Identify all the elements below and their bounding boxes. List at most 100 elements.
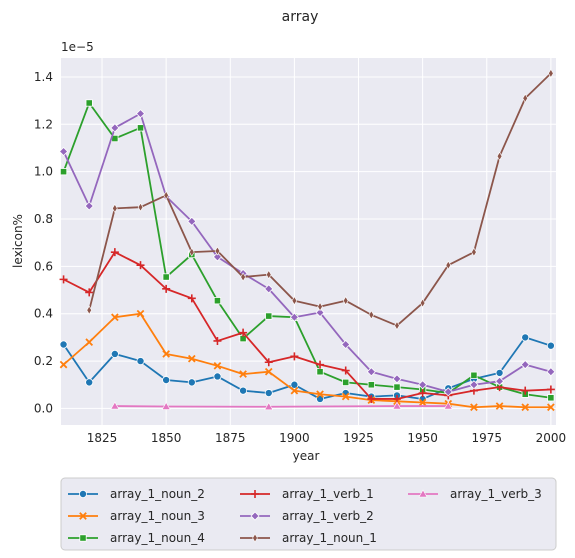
data-point: [251, 490, 259, 498]
data-point: [85, 378, 94, 387]
data-point: [367, 394, 376, 403]
data-point: [187, 216, 197, 226]
series-array_1_verb_1: [59, 248, 555, 403]
data-point: [418, 389, 427, 398]
y-tick-label: 0.4: [34, 307, 53, 321]
data-point: [546, 367, 556, 377]
data-point: [471, 247, 477, 257]
y-tick-label: 0.0: [34, 401, 53, 415]
data-point: [59, 360, 68, 369]
series-line: [62, 312, 551, 409]
x-tick-label: 1875: [215, 431, 246, 445]
data-point: [86, 305, 92, 315]
y-tick-label: 1.0: [34, 165, 53, 179]
data-point: [341, 366, 350, 375]
data-point: [264, 389, 273, 398]
x-tick-label: 1975: [471, 431, 502, 445]
y-tick-label: 0.8: [34, 212, 53, 226]
data-point: [418, 380, 428, 390]
data-point: [187, 294, 196, 303]
data-point: [112, 203, 118, 213]
data-point: [79, 512, 87, 520]
series-line: [62, 112, 552, 393]
x-axis-label: year: [293, 449, 320, 463]
data-point: [521, 403, 530, 412]
legend-item: array_1_verb_2: [240, 509, 374, 523]
data-point: [445, 260, 452, 270]
y-axis-label: lexicon%: [11, 214, 25, 268]
legend-item: array_1_noun_3: [68, 509, 205, 523]
y-axis: 0.0 0.2 0.4 0.6 0.8 1.0 1.2 1.4: [34, 70, 53, 415]
data-point: [240, 272, 246, 282]
legend-label: array_1_noun_1: [282, 531, 377, 545]
data-point: [291, 296, 298, 306]
data-point: [212, 252, 223, 262]
data-point: [546, 385, 555, 394]
data-point: [547, 394, 555, 402]
data-point: [84, 201, 94, 211]
data-point: [85, 288, 94, 297]
data-point: [136, 124, 145, 132]
data-point: [250, 511, 260, 521]
legend: array_1_noun_2 array_1_noun_3 array_1_noun…: [60, 477, 557, 551]
legend-item: array_1_verb_1: [240, 487, 374, 501]
data-point: [443, 387, 453, 397]
legend-item: array_1_verb_3: [408, 487, 542, 501]
data-point: [187, 378, 196, 387]
y-tick-label: 0.6: [34, 259, 53, 273]
x-tick-label: 1925: [343, 431, 374, 445]
series-layer: [58, 68, 556, 412]
data-point: [419, 298, 426, 308]
data-point: [367, 381, 375, 389]
data-point: [59, 275, 68, 284]
data-point: [418, 489, 428, 498]
data-point: [392, 374, 402, 384]
x-tick-label: 1825: [87, 431, 118, 445]
data-point: [79, 534, 87, 542]
data-point: [316, 360, 325, 369]
data-point: [521, 333, 530, 342]
data-point: [290, 380, 299, 389]
legend-label: array_1_verb_1: [282, 487, 374, 501]
data-point: [136, 261, 145, 270]
data-point: [79, 489, 88, 498]
data-point: [264, 367, 273, 376]
y-tick-label: 0.2: [34, 354, 53, 368]
data-point: [495, 376, 505, 386]
data-point: [110, 123, 120, 133]
legend-label: array_1_verb_2: [282, 509, 374, 523]
data-point: [252, 533, 258, 543]
data-point: [520, 360, 530, 370]
data-point: [110, 401, 120, 410]
data-point: [214, 246, 221, 256]
legend-label: array_1_verb_3: [450, 487, 542, 501]
chart-title: array: [282, 9, 319, 25]
data-point: [548, 68, 554, 78]
data-point: [546, 341, 555, 350]
data-point: [341, 339, 351, 350]
data-point: [264, 402, 274, 411]
y-offset-text: 1e−5: [61, 40, 94, 54]
data-point: [213, 297, 222, 305]
data-point: [290, 386, 299, 395]
x-tick-label: 1950: [407, 431, 438, 445]
data-point: [136, 309, 145, 318]
y-tick-label: 1.2: [34, 117, 53, 131]
data-point: [394, 320, 400, 331]
legend-item: array_1_noun_1: [240, 531, 377, 545]
data-point: [163, 190, 169, 200]
data-point: [341, 392, 350, 401]
legend-label: array_1_noun_4: [110, 531, 205, 545]
data-point: [547, 403, 555, 412]
legend-frame: [60, 477, 557, 551]
data-point: [85, 338, 94, 346]
data-point: [239, 328, 248, 337]
data-point: [213, 361, 222, 370]
data-point: [213, 372, 222, 381]
data-point: [111, 313, 119, 322]
data-point: [264, 284, 274, 294]
grid: [61, 58, 556, 425]
y-tick-label: 1.4: [34, 70, 53, 84]
data-point: [59, 340, 68, 349]
